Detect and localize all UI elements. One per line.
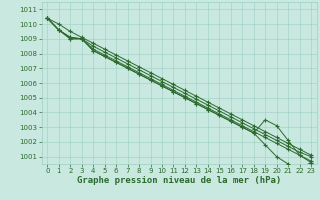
X-axis label: Graphe pression niveau de la mer (hPa): Graphe pression niveau de la mer (hPa)	[77, 176, 281, 185]
